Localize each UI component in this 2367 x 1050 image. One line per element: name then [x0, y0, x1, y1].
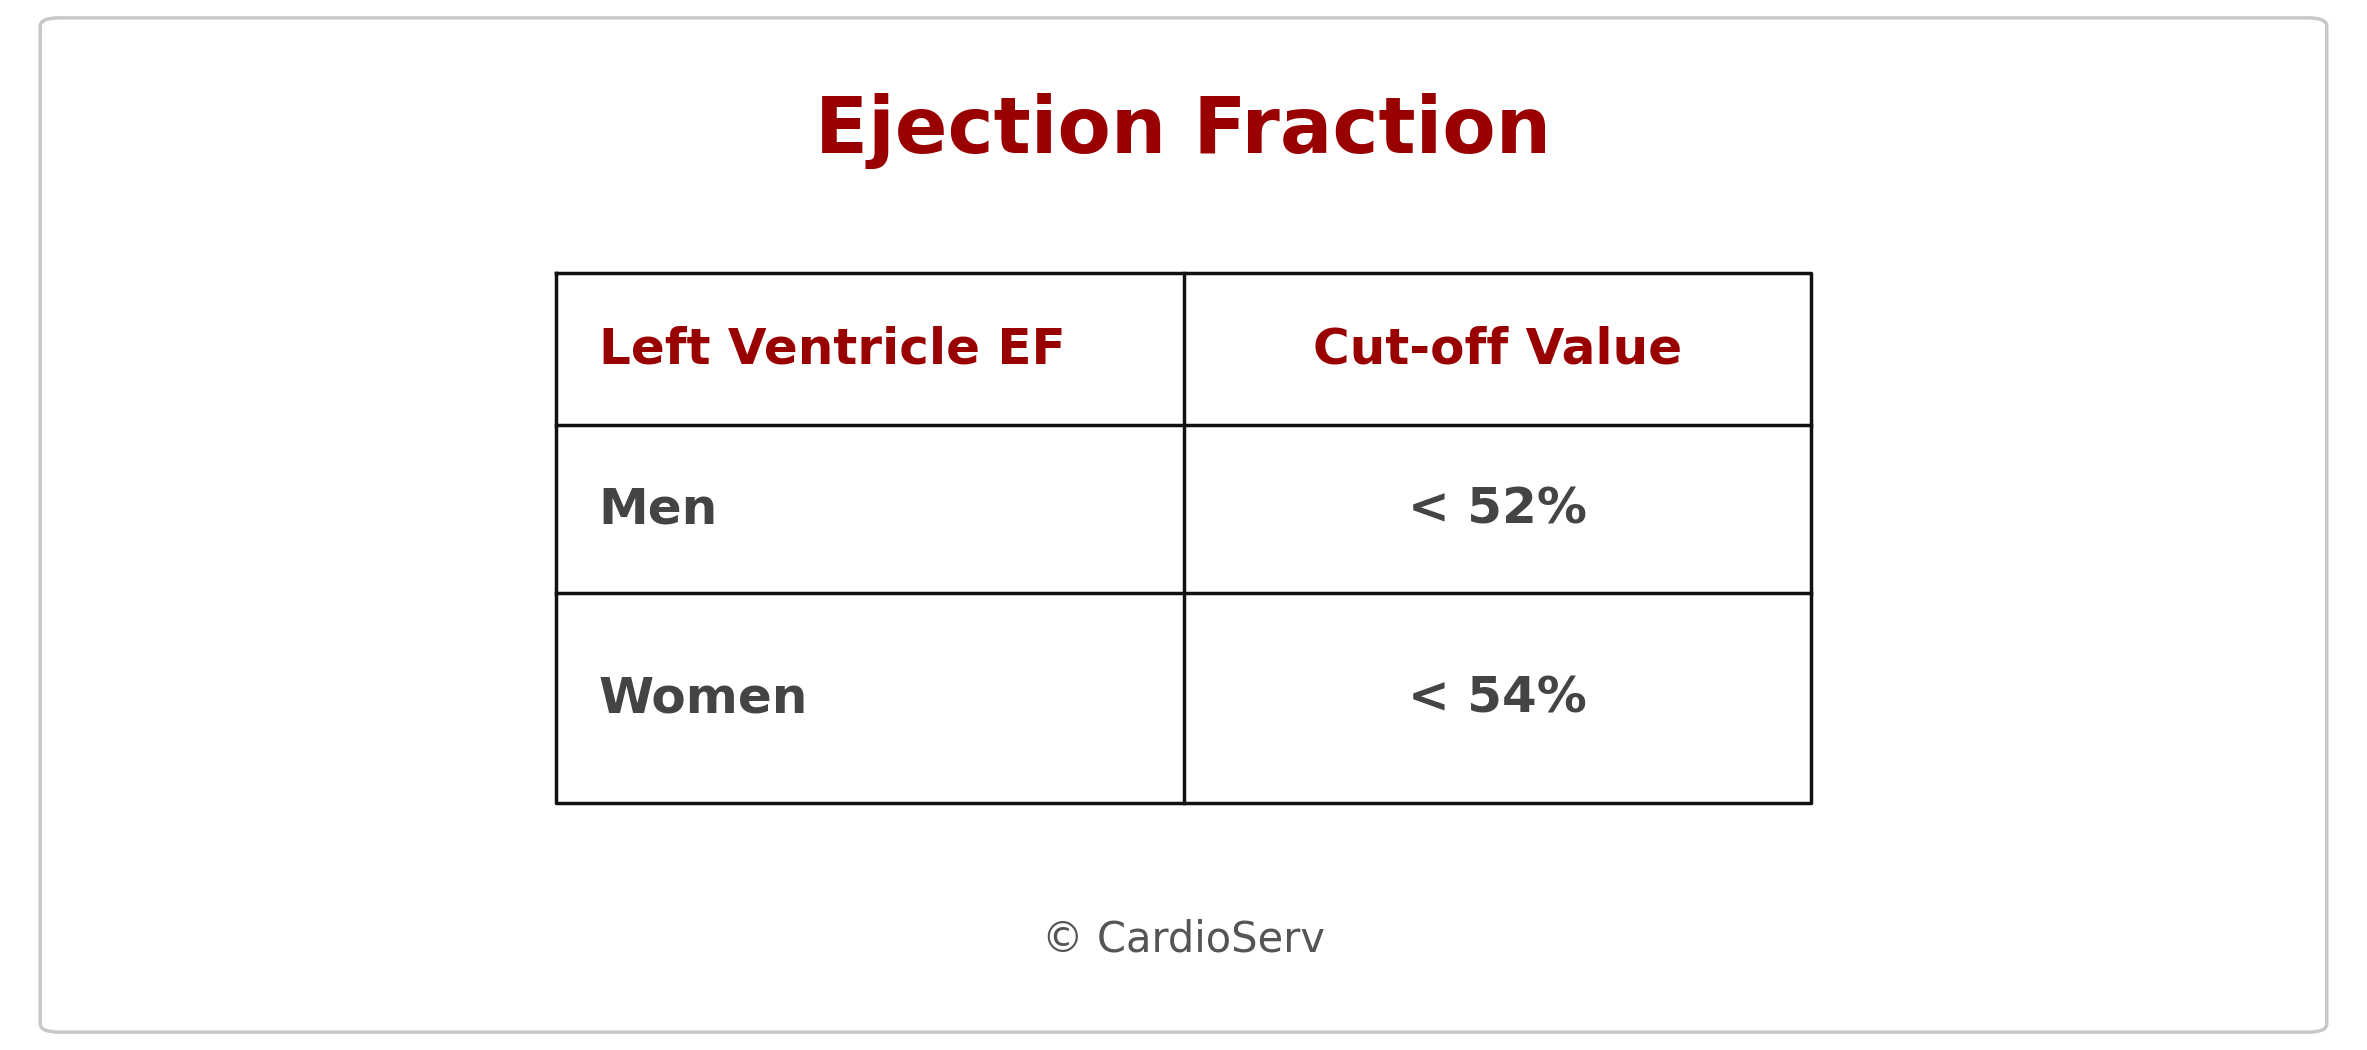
Text: Men: Men — [599, 485, 717, 533]
Text: Ejection Fraction: Ejection Fraction — [817, 93, 1550, 169]
Text: © CardioServ: © CardioServ — [1041, 919, 1326, 961]
Text: Women: Women — [599, 674, 807, 722]
Text: < 54%: < 54% — [1408, 674, 1586, 722]
Text: Left Ventricle EF: Left Ventricle EF — [599, 326, 1065, 373]
Text: Cut-off Value: Cut-off Value — [1314, 326, 1681, 373]
Text: < 52%: < 52% — [1408, 485, 1586, 533]
FancyBboxPatch shape — [40, 18, 2327, 1032]
